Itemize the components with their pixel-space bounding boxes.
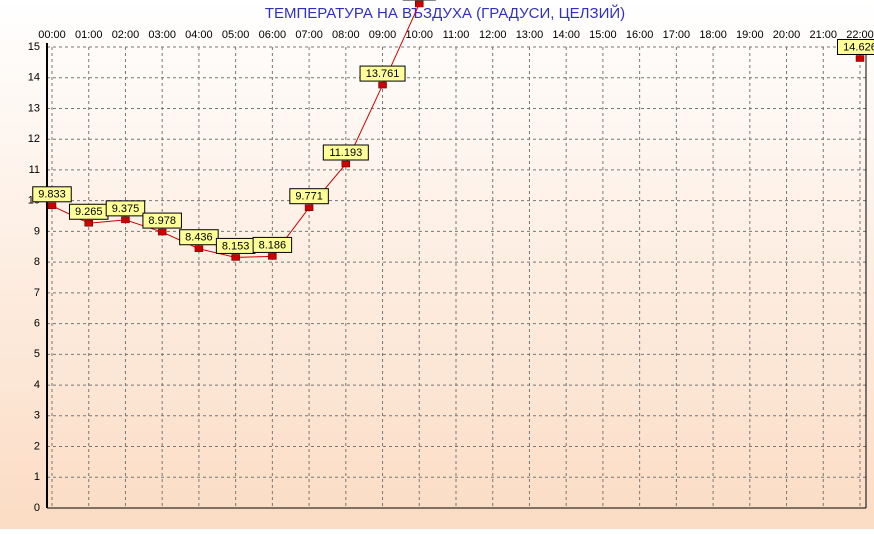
x-tick-label: 17:00: [663, 29, 691, 41]
x-tick-label: 00:00: [38, 29, 66, 41]
point: [856, 55, 864, 61]
x-tick-label: 14:00: [552, 29, 580, 41]
x-tick-label: 06:00: [259, 29, 287, 41]
y-tick-label: 1: [34, 471, 40, 483]
value-label: 9.771: [295, 191, 323, 203]
x-tick-label: 03:00: [148, 29, 176, 41]
x-tick-label: 07:00: [295, 29, 323, 41]
point: [342, 161, 350, 167]
value-label: 8.186: [259, 239, 287, 251]
point: [48, 203, 56, 209]
value-label: 11.193: [329, 147, 362, 159]
point: [85, 220, 93, 226]
x-tick-label: 11:00: [443, 29, 470, 41]
x-tick-label: 13:00: [516, 29, 544, 41]
point: [158, 229, 166, 235]
y-tick-label: 2: [34, 440, 40, 452]
y-tick-label: 8: [34, 256, 40, 268]
x-tick-label: 18:00: [699, 29, 727, 41]
y-tick-label: 13: [28, 102, 40, 114]
y-tick-label: 0: [34, 502, 40, 514]
y-tick-label: 15: [28, 41, 40, 53]
value-label: 9.833: [38, 189, 66, 201]
x-tick-label: 01:00: [75, 29, 103, 41]
value-label: 13.761: [366, 68, 400, 80]
y-tick-label: 9: [34, 225, 40, 237]
y-tick-label: 4: [34, 379, 40, 391]
y-tick-label: 3: [34, 410, 40, 422]
value-label: 14.626: [843, 41, 874, 53]
point: [305, 205, 313, 211]
value-label: 9.375: [112, 203, 140, 215]
x-tick-label: 21:00: [810, 29, 838, 41]
point: [379, 82, 387, 88]
point: [121, 217, 129, 223]
x-tick-label: 15:00: [589, 29, 617, 41]
y-tick-label: 12: [28, 133, 40, 145]
value-label: 8.153: [222, 240, 250, 252]
point: [195, 246, 203, 252]
value-label: 8.978: [148, 215, 176, 227]
x-tick-label: 02:00: [112, 29, 140, 41]
y-tick-label: 11: [29, 164, 40, 176]
point: [415, 1, 423, 7]
x-tick-label: 12:00: [479, 29, 507, 41]
x-tick-label: 05:00: [222, 29, 250, 41]
chart-title: ТЕМПЕРАТУРА НА ВЪЗДУХА (ГРАДУСИ, ЦЕЛЗИЙ): [265, 4, 625, 22]
x-tick-label: 10:00: [406, 29, 434, 41]
x-tick-label: 20:00: [773, 29, 801, 41]
y-tick-label: 14: [28, 72, 40, 84]
x-tick-label: 19:00: [736, 29, 764, 41]
y-tick-label: 7: [34, 287, 40, 299]
x-tick-label: 09:00: [369, 29, 397, 41]
value-label: 9.265: [75, 206, 103, 218]
x-tick-label: 16:00: [626, 29, 654, 41]
x-tick-label: 08:00: [332, 29, 360, 41]
x-tick-label: 04:00: [185, 29, 213, 41]
y-tick-label: 6: [34, 318, 40, 330]
y-tick-label: 5: [34, 348, 40, 360]
value-label: 8.436: [185, 232, 213, 244]
point: [232, 254, 240, 260]
point: [268, 253, 276, 259]
